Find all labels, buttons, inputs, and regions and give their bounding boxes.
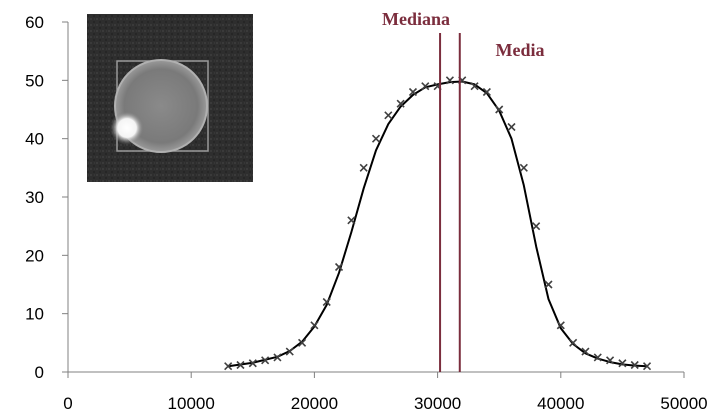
data-point-x-marker [261,356,270,365]
y-tick-label: 30 [25,188,44,207]
data-point-x-marker [544,280,553,289]
data-point-x-marker [519,163,528,172]
data-point-x-marker [285,347,294,356]
data-point-x-marker [618,359,627,368]
data-point-x-marker [507,122,516,132]
data-point-x-marker [371,134,381,143]
data-point-x-marker [445,76,454,85]
data-point-x-marker [581,347,590,356]
data-point-x-marker [556,321,565,330]
data-point-x-marker [298,338,307,347]
y-tick-label: 10 [25,305,44,324]
data-points-series [224,76,652,371]
data-point-x-marker [495,105,504,114]
data-point-x-marker [384,111,393,120]
data-point-x-marker [470,82,479,91]
annotations: Mediana Media [382,9,545,372]
data-point-x-marker [359,163,368,172]
data-point-x-marker [421,82,430,91]
data-point-x-marker [408,87,418,97]
y-tick-label: 40 [25,130,44,149]
x-tick-label: 50000 [660,394,707,413]
y-axis-ticks: 0 10 20 30 40 50 60 [25,13,68,382]
data-point-x-marker [236,360,245,370]
data-point-x-marker [482,87,491,97]
data-point-x-marker [273,353,282,362]
y-tick-label: 0 [35,363,44,382]
y-tick-label: 20 [25,246,44,265]
data-point-x-marker [310,321,319,330]
data-point-x-marker [224,362,233,371]
annotation-label: Mediana [382,9,450,29]
data-point-x-marker [334,262,344,272]
data-point-x-marker [606,356,615,365]
annotation-label: Media [496,40,545,60]
data-point-x-marker [396,99,405,108]
y-tick-label: 50 [25,71,44,90]
x-tick-label: 30000 [414,394,461,413]
x-axis-ticks: 0 10000 20000 30000 40000 50000 [63,372,708,413]
x-tick-label: 40000 [537,394,584,413]
x-tick-label: 10000 [168,394,215,413]
fitted-curve-series [228,80,648,368]
data-point-x-marker [248,359,257,368]
data-point-x-marker [630,360,639,370]
data-point-x-marker [347,216,356,225]
x-tick-label: 0 [63,394,72,413]
y-tick-label: 60 [25,13,44,32]
data-point-x-marker [569,338,578,347]
data-point-x-marker [593,353,602,362]
data-point-x-marker [532,222,541,231]
inset-image [87,14,253,182]
fitted-curve-line [228,80,648,368]
data-point-x-marker [322,297,331,307]
data-point-x-marker [642,362,652,371]
x-tick-label: 20000 [291,394,338,413]
